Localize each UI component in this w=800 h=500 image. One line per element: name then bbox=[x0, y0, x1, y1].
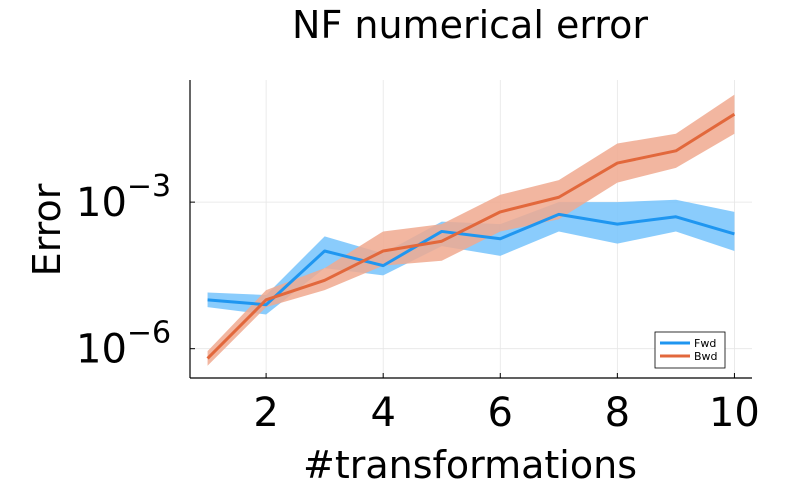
confidence-bands bbox=[207, 94, 735, 366]
x-tick-label: 6 bbox=[488, 390, 513, 436]
x-tick-label: 4 bbox=[370, 390, 395, 436]
x-tick-label: 8 bbox=[605, 390, 630, 436]
y-tick-label: 10−6 bbox=[76, 316, 171, 373]
line-bwd bbox=[206, 112, 736, 360]
axes bbox=[189, 80, 752, 379]
x-tick-label: 2 bbox=[253, 390, 278, 436]
legend-box bbox=[654, 331, 726, 369]
y-tick-label: 10−3 bbox=[76, 169, 171, 226]
band-bwd bbox=[207, 94, 735, 366]
chart-title: NF numerical error bbox=[292, 3, 648, 47]
legend-label-fwd: Fwd bbox=[694, 337, 716, 350]
x-ticks: 2 4 6 8 10 bbox=[253, 373, 760, 436]
y-ticks: 10−3 10−6 bbox=[76, 169, 195, 373]
band-fwd bbox=[207, 199, 735, 315]
y-axis-label: Error bbox=[25, 183, 69, 276]
x-axis-label: #transformations bbox=[303, 443, 637, 487]
x-tick-label: 10 bbox=[709, 390, 760, 436]
line-fwd bbox=[207, 212, 735, 307]
legend-label-bwd: Bwd bbox=[694, 350, 718, 363]
series-lines bbox=[206, 112, 736, 360]
